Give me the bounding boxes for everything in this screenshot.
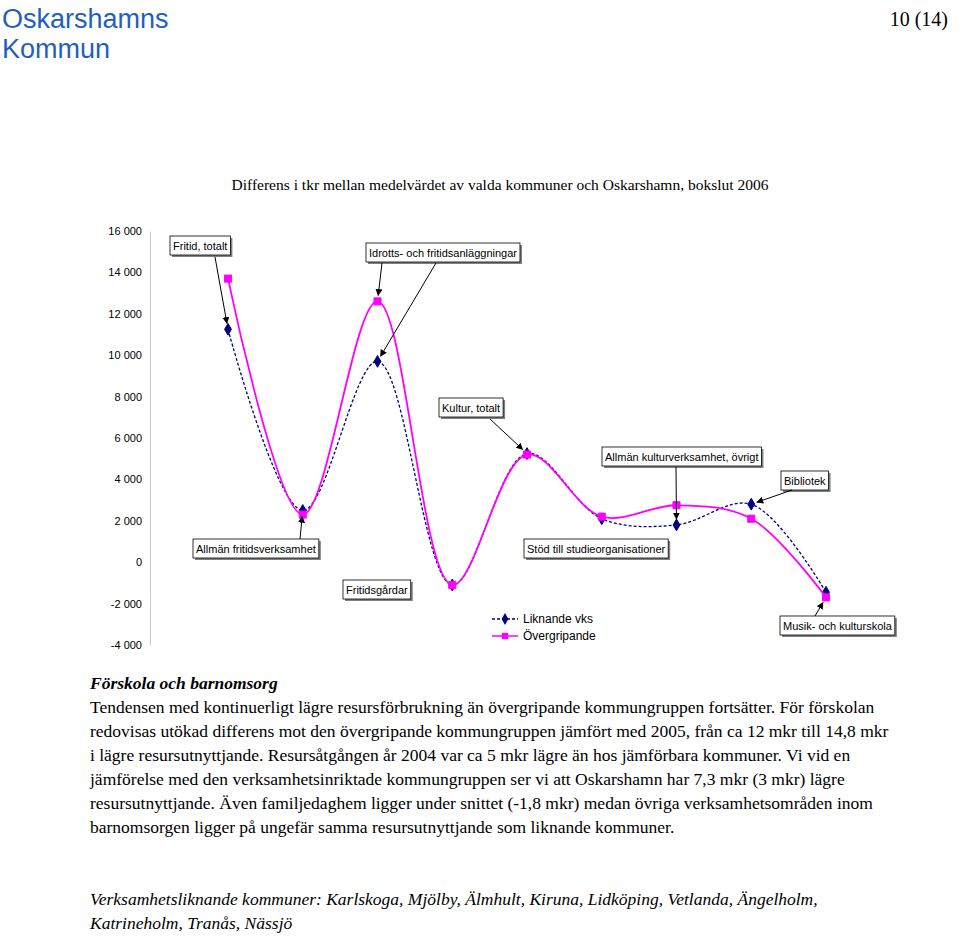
category-label: Fritid, totalt bbox=[173, 240, 227, 252]
callout-arrow bbox=[215, 257, 227, 323]
paragraph: Tendensen med kontinuerligt lägre resurs… bbox=[90, 695, 890, 839]
category-label: Bibliotek bbox=[784, 475, 826, 487]
series-marker bbox=[374, 356, 381, 368]
callout-arrow bbox=[815, 603, 823, 616]
series-marker bbox=[748, 515, 755, 522]
callout-box bbox=[780, 616, 895, 635]
legend-marker bbox=[502, 613, 509, 625]
callout-box bbox=[439, 398, 503, 417]
callout-arrow bbox=[300, 516, 302, 539]
category-label: Allmän fritidsverksamhet bbox=[196, 543, 316, 555]
callout-box bbox=[602, 447, 761, 466]
callout-box bbox=[170, 236, 230, 255]
callout-box bbox=[193, 539, 319, 558]
category-label: Idrotts- och fritidsanläggningar bbox=[369, 247, 517, 259]
axis-line bbox=[150, 232, 151, 646]
tick-label: 10 000 bbox=[108, 349, 142, 361]
category-label: Stöd till studieorganisationer bbox=[527, 543, 666, 555]
callout-arrow bbox=[378, 263, 382, 295]
callout-arrow bbox=[381, 263, 436, 356]
callout: Fritid, totalt bbox=[170, 236, 232, 257]
y-tick: 8 000 bbox=[114, 391, 150, 403]
callout: Allmän kulturverksamhet, övrigt bbox=[602, 447, 763, 468]
callout: Bibliotek bbox=[781, 471, 831, 492]
series-marker bbox=[673, 519, 680, 531]
callout-arrow bbox=[676, 467, 677, 519]
callout: Musik- och kulturskola bbox=[780, 616, 897, 637]
y-tick: -2 000 bbox=[111, 598, 150, 610]
series-marker bbox=[374, 298, 381, 305]
series-marker bbox=[449, 581, 456, 588]
y-tick: 4 000 bbox=[114, 473, 150, 485]
series-marker bbox=[524, 448, 531, 460]
y-tick: -4 000 bbox=[111, 639, 150, 651]
tick-label: 6 000 bbox=[114, 432, 142, 444]
page-number: 10 (14) bbox=[890, 8, 948, 31]
y-tick: 6 000 bbox=[114, 432, 150, 444]
tick-label: 4 000 bbox=[114, 473, 142, 485]
legend-marker bbox=[502, 633, 508, 639]
y-tick: 2 000 bbox=[114, 515, 150, 527]
legend-label: Liknande vks bbox=[523, 612, 593, 626]
callout: Kultur, totalt bbox=[439, 398, 505, 419]
callout: Idrotts- och fritidsanläggningar bbox=[366, 243, 522, 264]
y-axis: -4 000 -2 000 0 2 000 4 000 6 000 8 000 10 000 1… bbox=[108, 225, 150, 651]
series-marker bbox=[449, 579, 456, 591]
note: Verksamhetsliknande kommuner: Karlskoga,… bbox=[90, 887, 890, 935]
y-tick: 14 000 bbox=[108, 266, 150, 278]
series-marker bbox=[598, 513, 605, 525]
callout: Fritidsgårdar bbox=[343, 580, 413, 601]
series-marker bbox=[523, 451, 530, 458]
tick-label: -4 000 bbox=[111, 639, 142, 651]
callout: Allmän fritidsverksamhet bbox=[193, 539, 321, 560]
header-title: Oskarshamns bbox=[2, 4, 169, 34]
callouts: Fritid, totalt Allmän fritidsverksamhet Id… bbox=[170, 236, 897, 637]
series-marker bbox=[225, 323, 232, 335]
y-tick: 16 000 bbox=[108, 225, 150, 237]
tick-label: 2 000 bbox=[114, 515, 142, 527]
tick-label: 8 000 bbox=[114, 391, 142, 403]
section-heading: Förskola och barnomsorg bbox=[90, 671, 890, 695]
category-label: Fritidsgårdar bbox=[346, 584, 408, 596]
legend-label: Övergripande bbox=[523, 629, 596, 643]
callout-arrow bbox=[490, 419, 523, 449]
y-tick: 12 000 bbox=[108, 308, 150, 320]
y-tick: 0 bbox=[136, 556, 150, 568]
category-label: Musik- och kulturskola bbox=[783, 620, 893, 632]
chart-title: Differens i tkr mellan medelvärdet av va… bbox=[232, 176, 769, 193]
tick-label: -2 000 bbox=[111, 598, 142, 610]
callout-box bbox=[343, 580, 411, 599]
callout: Stöd till studieorganisationer bbox=[524, 539, 670, 560]
header-title: Kommun bbox=[2, 34, 110, 64]
tick-label: 14 000 bbox=[108, 266, 142, 278]
series-marker bbox=[598, 513, 605, 520]
series-marker bbox=[822, 594, 829, 601]
series-marker bbox=[748, 498, 755, 510]
series-marker bbox=[224, 275, 231, 282]
callout-arrow bbox=[757, 490, 792, 502]
tick-label: 0 bbox=[136, 556, 142, 568]
y-tick: 10 000 bbox=[108, 349, 150, 361]
category-label: Allmän kulturverksamhet, övrigt bbox=[605, 451, 758, 463]
callout-box bbox=[366, 243, 520, 262]
callout-box bbox=[781, 471, 829, 490]
tick-label: 16 000 bbox=[108, 225, 142, 237]
series-marker bbox=[299, 511, 306, 518]
legend: Liknande vks Övergripande bbox=[492, 612, 596, 643]
category-label: Kultur, totalt bbox=[442, 402, 500, 414]
tick-label: 12 000 bbox=[108, 308, 142, 320]
callout-box bbox=[524, 539, 668, 558]
